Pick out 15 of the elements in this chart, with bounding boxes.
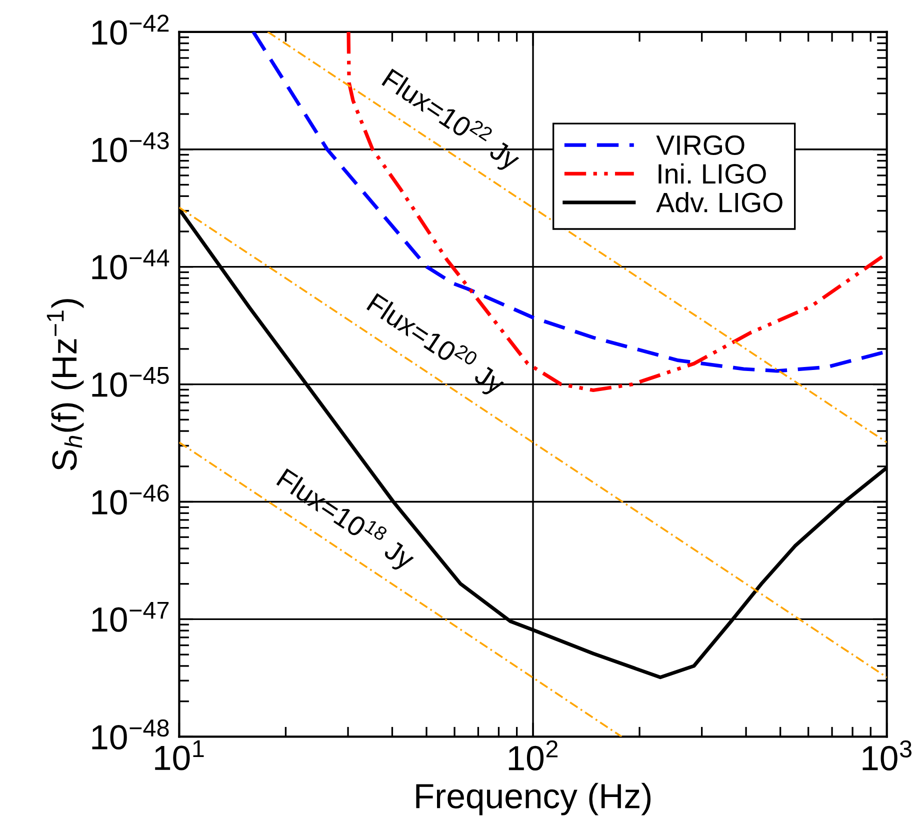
y-tick-label: 10$^{−44}$ [92,250,170,280]
y-tick-label: 10$^{−43}$ [92,132,169,162]
y-tick-label: 10$^{−42}$ [92,14,169,45]
x-axis-title: Frequency (Hz) [416,782,650,816]
x-tick-label: 10$^{2}$ [508,740,558,770]
legend-label: Ini. LIGO [658,163,766,184]
y-tick-label: 10$^{−45}$ [92,367,169,397]
annotation: Flux=10$^{18}$ Jy [273,464,419,576]
legend-label: VIRGO [656,135,744,156]
y-tick-label: 10$^{−46}$ [92,484,169,515]
legend-label: Adv. LIGO [656,192,782,212]
y-axis-title: S$_{h}$(f) (Hz$^{−1}$) [46,299,84,470]
x-tick-label: 10$^{3}$ [862,740,912,770]
annotation: Flux=10$^{22}$ Jy [378,64,524,176]
y-tick-label: 10$^{−47}$ [92,602,169,632]
